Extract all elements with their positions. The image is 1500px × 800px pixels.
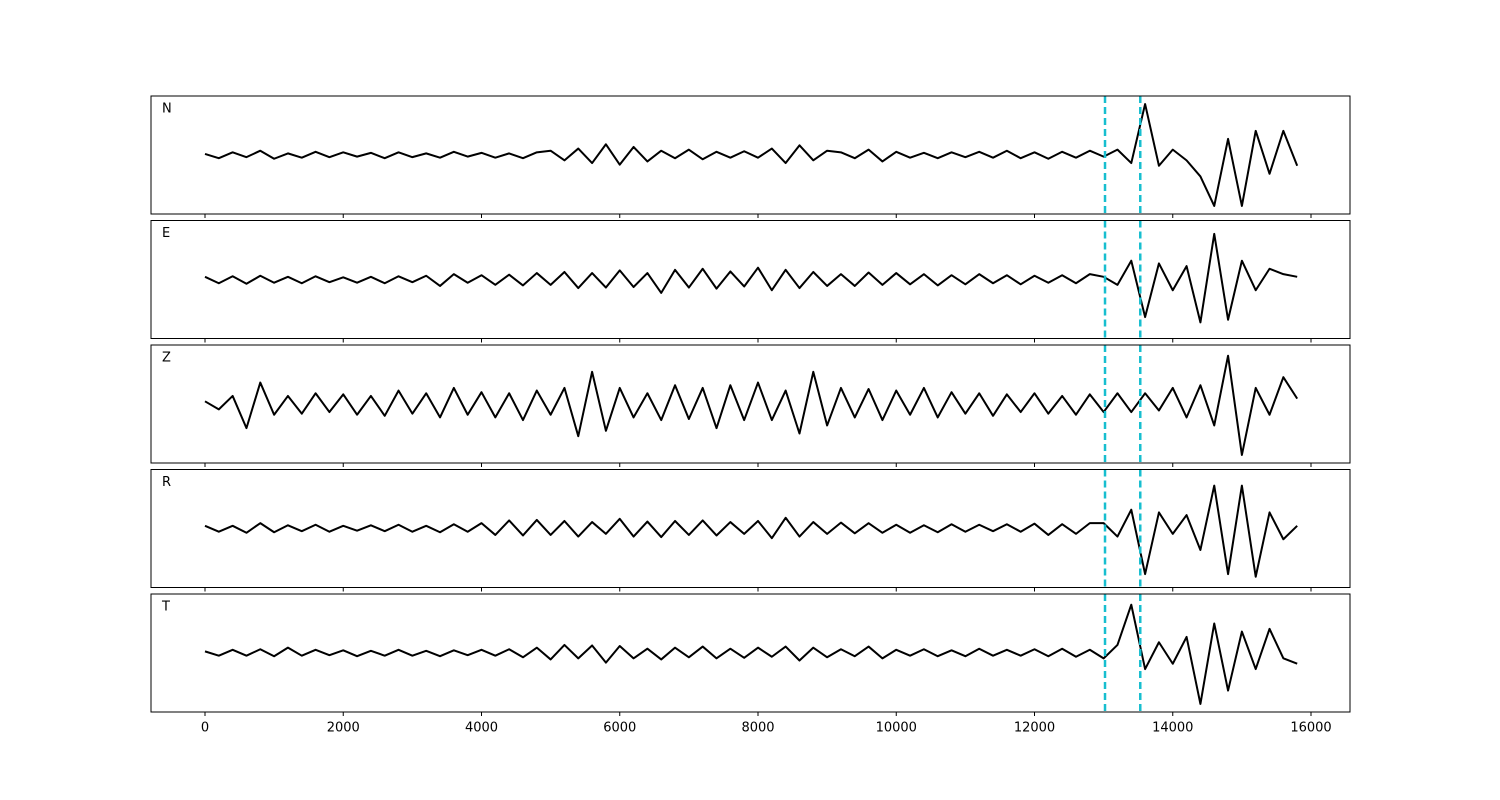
x-tick-label: 10000 [876, 721, 917, 736]
x-tick-label: 14000 [1152, 721, 1193, 736]
trace [204, 484, 1298, 578]
trace [204, 103, 1299, 207]
trace [204, 603, 1298, 705]
trace-label: E [162, 226, 170, 241]
trace-label: Z [162, 351, 171, 366]
x-tick-label: 4000 [465, 721, 498, 736]
panel-frame [150, 469, 1351, 588]
trace-label: N [162, 102, 172, 117]
x-tick-label: 12000 [1014, 721, 1055, 736]
x-tick-label: 8000 [741, 721, 774, 736]
trace-label: T [161, 600, 170, 615]
x-tick-label: 2000 [327, 721, 360, 736]
panel-frame [150, 220, 1351, 339]
panel-frame [150, 593, 1351, 713]
x-tick-label: 6000 [603, 721, 636, 736]
trace [204, 232, 1298, 324]
trace-label: R [162, 475, 171, 490]
trace [204, 354, 1299, 456]
panel-frame [150, 95, 1351, 215]
x-tick-label: 0 [201, 721, 209, 736]
panel-frame [150, 344, 1351, 464]
x-tick-label: 16000 [1290, 721, 1331, 736]
